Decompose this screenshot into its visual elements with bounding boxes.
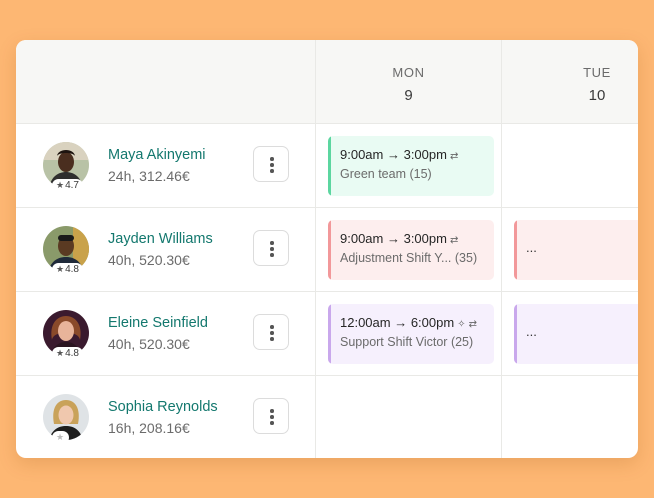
employee-hours: 16h, 208.16€ [108, 420, 190, 436]
repeat-icon: ⇄ [468, 319, 477, 330]
more-options-button[interactable] [253, 398, 289, 434]
shift-label: Adjustment Shift Y... (35) [340, 251, 478, 265]
star-icon: ★ [56, 432, 65, 442]
employee-hours: 24h, 312.46€ [108, 168, 190, 184]
employee-row[interactable]: ★4.8 Eleine Seinfield 40h, 520.30€ [16, 291, 315, 375]
day-name: TUE [583, 65, 611, 80]
shift-label: Support Shift Victor (25) [340, 335, 474, 349]
rating-badge: ★ [52, 431, 70, 444]
row-divider [16, 291, 638, 292]
rating-value: 4.7 [65, 180, 79, 191]
column-divider [315, 40, 316, 458]
shift-time: 12:00am → 6:00pm [340, 315, 455, 330]
row-divider [16, 207, 638, 208]
more-options-button[interactable] [253, 230, 289, 266]
rating-badge: ★4.7 [52, 179, 83, 192]
day-header-mon: MON 9 [316, 40, 501, 123]
star-icon: ★ [56, 348, 65, 358]
schedule-card: MON 9 TUE 10 ★4.7 Maya Akinyemi 24h, 312… [16, 40, 638, 458]
employee-name[interactable]: Sophia Reynolds [108, 399, 218, 415]
employee-hours: 40h, 520.30€ [108, 252, 190, 268]
rating-value: 4.8 [65, 348, 79, 359]
shift-more-text: ... [526, 240, 537, 255]
star-icon: ★ [56, 264, 65, 274]
shift-time: 9:00am → 3:00pm [340, 147, 447, 162]
shift-block-truncated[interactable]: ... [514, 220, 638, 280]
shift-block[interactable]: 9:00am → 3:00pm ⇄ Green team (15) [328, 136, 494, 196]
employee-row[interactable]: ★4.7 Maya Akinyemi 24h, 312.46€ [16, 123, 315, 207]
employee-name[interactable]: Maya Akinyemi [108, 147, 206, 163]
employee-hours: 40h, 520.30€ [108, 336, 190, 352]
shift-block[interactable]: 12:00am → 6:00pm ✧ ⇄ Support Shift Victor … [328, 304, 494, 364]
row-divider [16, 123, 638, 124]
day-name: MON [392, 65, 425, 80]
employee-row[interactable]: ★4.8 Jayden Williams 40h, 520.30€ [16, 207, 315, 291]
star-icon: ★ [56, 180, 65, 190]
shift-block-truncated[interactable]: ... [514, 304, 638, 364]
column-divider [501, 40, 502, 458]
day-number: 9 [404, 87, 413, 104]
shift-time: 9:00am → 3:00pm [340, 231, 447, 246]
employee-name[interactable]: Eleine Seinfield [108, 315, 208, 331]
shift-block[interactable]: 9:00am → 3:00pm ⇄ Adjustment Shift Y... (… [328, 220, 494, 280]
shift-more-text: ... [526, 324, 537, 339]
day-header-tue: TUE 10 [502, 40, 638, 123]
repeat-icon: ⇄ [449, 235, 459, 246]
rating-value: 4.8 [65, 264, 79, 275]
header-empty-cell [16, 40, 315, 123]
shift-label: Green team (15) [340, 167, 432, 181]
rating-badge: ★4.8 [52, 263, 83, 276]
more-options-button[interactable] [253, 146, 289, 182]
day-number: 10 [588, 87, 606, 104]
row-divider [16, 375, 638, 376]
employee-name[interactable]: Jayden Williams [108, 231, 213, 247]
repeat-icon: ⇄ [449, 151, 459, 162]
sparkle-icon: ✧ [457, 319, 466, 330]
more-options-button[interactable] [253, 314, 289, 350]
employee-row[interactable]: ★ Sophia Reynolds 16h, 208.16€ [16, 375, 315, 458]
rating-badge: ★4.8 [52, 347, 83, 360]
